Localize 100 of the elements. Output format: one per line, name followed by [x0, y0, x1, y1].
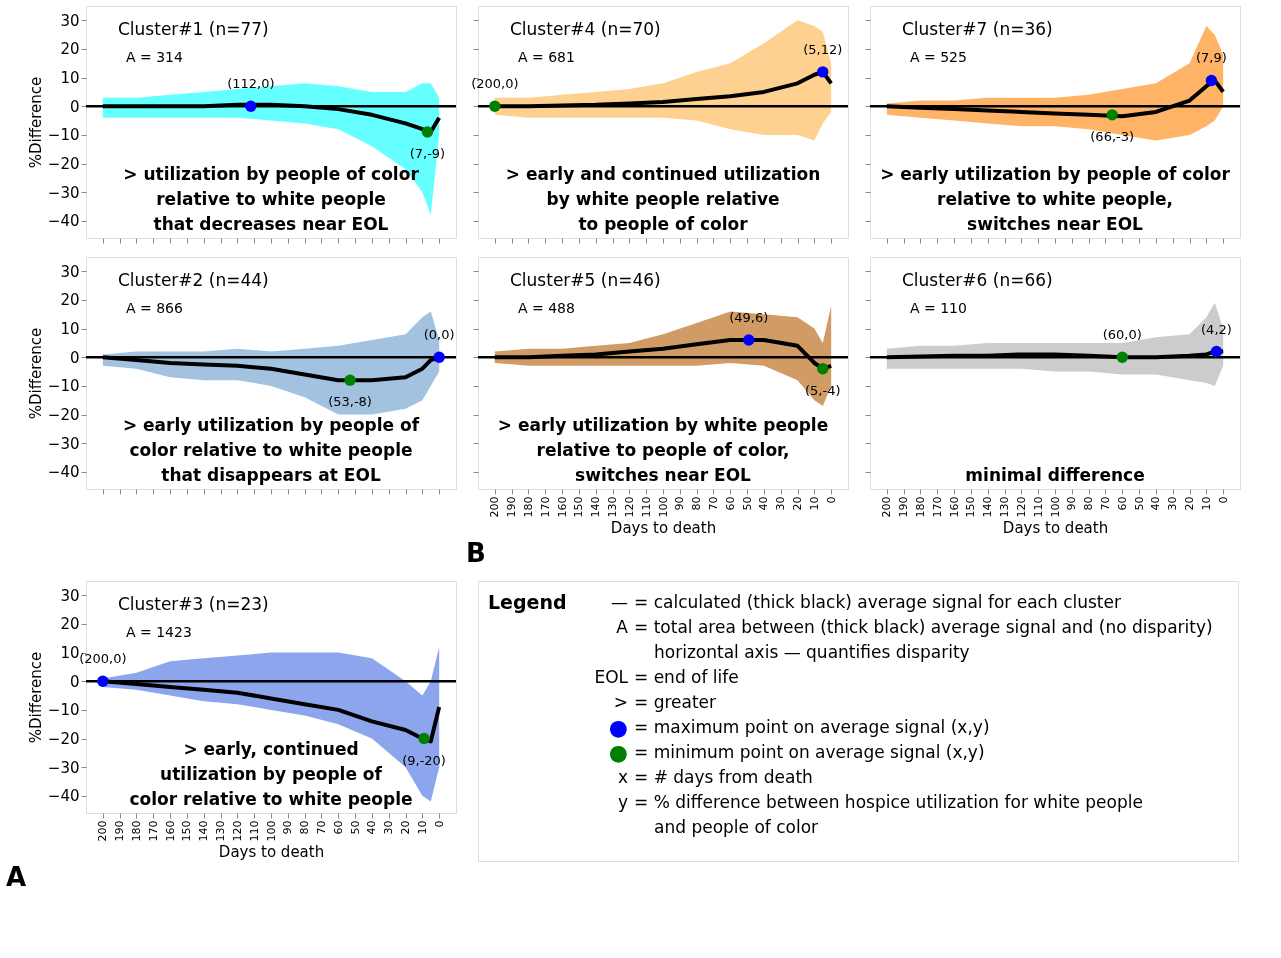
x-tick-label: 200	[488, 496, 502, 518]
x-tick-label: 20	[791, 496, 805, 511]
x-tick-label: 180	[129, 820, 143, 842]
x-tick-label: 10	[1199, 496, 1213, 511]
text: Cluster#4 (n=70)	[510, 19, 661, 39]
annotation: A = 525	[910, 49, 967, 65]
text: A = total area between (thick black) average signal and (no disparity)	[616, 617, 1213, 637]
y-tick-label: −40	[47, 787, 80, 806]
x-tick-label: 10	[415, 820, 429, 835]
x-tick-label: 70	[1098, 496, 1112, 511]
y-tick-label: −10	[47, 126, 80, 145]
text: Cluster#7 (n=36)	[902, 19, 1053, 39]
x-tick-label: 80	[1082, 496, 1096, 511]
y-tick-label: 30	[60, 11, 80, 30]
y-tick-label: −40	[47, 463, 80, 482]
x-tick-label: 90	[1065, 496, 1079, 511]
x-tick-label: 0	[432, 820, 446, 828]
text: — = calculated (thick black) average signal for each cluster	[611, 592, 1121, 612]
text: A	[6, 862, 27, 892]
x-tick-label: 140	[981, 496, 995, 518]
annotation: A = 110	[910, 300, 967, 316]
text: B	[466, 538, 486, 568]
y-tick-label: 20	[60, 291, 80, 310]
x-tick-label: 30	[774, 496, 788, 511]
x-tick-label: 100	[656, 496, 670, 518]
x-tick-label: 200	[96, 820, 110, 842]
annotation: (0,0)	[423, 327, 455, 343]
y-tick-label: −30	[47, 434, 80, 453]
y-tick-label: 10	[60, 320, 80, 339]
annotation: minimal difference	[965, 465, 1145, 485]
x-tick-label: 80	[690, 496, 704, 511]
x-tick-label: 70	[706, 496, 720, 511]
x-tick-label: 10	[807, 496, 821, 511]
x-tick-label: 190	[897, 496, 911, 518]
y-tick-label: 10	[60, 69, 80, 88]
x-tick-label: 120	[622, 496, 636, 518]
x-tick-label: 180	[913, 496, 927, 518]
x-tick-label: 160	[163, 820, 177, 842]
x-tick-label: 130	[998, 496, 1012, 518]
text: Cluster#1 (n=77)	[118, 19, 269, 39]
text: x = # days from death	[617, 767, 813, 787]
x-tick-label: 70	[314, 820, 328, 835]
y-axis-title: %Difference	[26, 327, 45, 420]
annotation: A = 488	[518, 300, 575, 316]
annotation: (60,0)	[1102, 327, 1142, 343]
x-tick-label: 170	[146, 820, 160, 842]
x-tick-label: 0	[824, 496, 838, 504]
x-tick-label: 30	[382, 820, 396, 835]
y-tick-label: 20	[60, 40, 80, 59]
x-tick-label: 120	[230, 820, 244, 842]
annotation: (9,-20)	[402, 752, 446, 768]
y-tick-label: 20	[60, 615, 80, 634]
y-tick-label: 10	[60, 644, 80, 663]
x-axis-title: Days to death	[218, 843, 325, 862]
x-tick-label: 170	[538, 496, 552, 518]
text: Cluster#5 (n=46)	[510, 270, 661, 290]
text: EOL = end of life	[594, 667, 739, 687]
y-axis-title: %Difference	[26, 76, 45, 169]
text: Legend	[488, 591, 567, 613]
annotation: (200,0)	[79, 651, 127, 667]
y-tick-label: 30	[60, 586, 80, 605]
x-tick-label: 200	[880, 496, 894, 518]
annotation: (49,6)	[729, 310, 769, 326]
x-tick-label: 90	[281, 820, 295, 835]
annotation: > early utilization by people of color relative to white people, switches near EOL	[880, 164, 1231, 234]
text: ● = maximum point on average signal (x,y)	[608, 715, 990, 740]
x-tick-label: 0	[1216, 496, 1230, 504]
text: horizontal axis — quantifies disparity	[654, 642, 970, 662]
annotation: (66,-3)	[1090, 128, 1135, 144]
text: > = greater	[613, 692, 717, 712]
y-tick-label: −20	[47, 155, 80, 174]
x-tick-label: 160	[555, 496, 569, 518]
text: ● = minimum point on average signal (x,y)	[608, 740, 985, 765]
y-tick-label: −30	[47, 183, 80, 202]
x-tick-label: 100	[1048, 496, 1062, 518]
annotation: (112,0)	[227, 76, 275, 92]
x-tick-label: 110	[1031, 496, 1045, 518]
x-tick-label: 190	[113, 820, 127, 842]
x-tick-label: 50	[740, 496, 754, 511]
x-tick-label: 90	[673, 496, 687, 511]
y-tick-label: 0	[69, 348, 80, 367]
y-tick-label: 0	[69, 97, 80, 116]
x-tick-label: 50	[1132, 496, 1146, 511]
x-tick-label: 140	[589, 496, 603, 518]
x-tick-label: 30	[1166, 496, 1180, 511]
annotation: (200,0)	[471, 76, 519, 92]
x-axis-title: Days to death	[610, 519, 717, 538]
annotation: A = 314	[126, 49, 184, 65]
y-tick-label: −20	[47, 406, 80, 425]
x-tick-label: 120	[1014, 496, 1028, 518]
x-tick-label: 110	[247, 820, 261, 842]
x-tick-label: 110	[639, 496, 653, 518]
x-tick-label: 130	[606, 496, 620, 518]
y-tick-label: −30	[47, 758, 80, 777]
x-tick-label: 40	[1149, 496, 1163, 511]
annotation: (4,2)	[1201, 321, 1232, 337]
x-tick-label: 170	[930, 496, 944, 518]
x-axis-title: Days to death	[1002, 519, 1109, 538]
x-tick-label: 130	[214, 820, 228, 842]
text: Cluster#2 (n=44)	[118, 270, 269, 290]
